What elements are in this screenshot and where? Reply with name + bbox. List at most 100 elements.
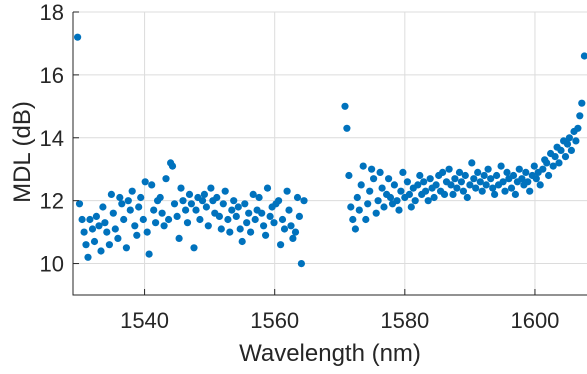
data-point: [564, 141, 571, 148]
data-point: [512, 191, 519, 198]
data-point: [258, 210, 265, 217]
data-point: [152, 219, 159, 226]
data-point: [81, 229, 88, 236]
data-point: [574, 125, 581, 132]
data-point: [103, 229, 110, 236]
data-point: [347, 203, 354, 210]
data-point: [285, 207, 292, 214]
data-point: [224, 216, 231, 223]
data-point: [176, 235, 183, 242]
data-point: [101, 219, 108, 226]
data-point: [446, 166, 453, 173]
data-point: [190, 244, 197, 251]
data-point: [267, 213, 274, 220]
data-point: [150, 207, 157, 214]
data-point: [222, 188, 229, 195]
data-point: [370, 175, 377, 182]
data-point: [237, 225, 244, 232]
data-point: [474, 169, 481, 176]
y-tick-label: 12: [40, 189, 64, 214]
data-point: [275, 197, 282, 204]
data-point: [343, 125, 350, 132]
data-point: [420, 178, 427, 185]
data-point: [362, 216, 369, 223]
y-axis-label: MDL (dB): [9, 101, 36, 203]
data-point: [433, 181, 440, 188]
data-point: [118, 200, 125, 207]
data-point: [137, 194, 144, 201]
data-point: [127, 207, 134, 214]
data-point: [460, 188, 467, 195]
data-point: [133, 232, 140, 239]
data-point: [125, 197, 132, 204]
data-point: [142, 178, 149, 185]
data-point: [449, 191, 456, 198]
data-point: [358, 181, 365, 188]
data-point: [354, 194, 361, 201]
data-point: [524, 178, 531, 185]
data-point: [106, 241, 113, 248]
data-point: [220, 200, 227, 207]
data-point: [159, 210, 166, 217]
data-point: [533, 175, 540, 182]
data-point: [287, 222, 294, 229]
data-point: [252, 216, 259, 223]
data-point: [292, 229, 299, 236]
data-point: [228, 207, 235, 214]
data-point: [458, 178, 465, 185]
data-point: [241, 200, 248, 207]
data-point: [169, 163, 176, 170]
data-point: [207, 185, 214, 192]
data-point: [375, 197, 382, 204]
data-point: [300, 197, 307, 204]
data-point: [537, 181, 544, 188]
data-point: [108, 191, 115, 198]
data-point: [116, 194, 123, 201]
data-point: [562, 153, 569, 160]
data-point: [391, 181, 398, 188]
data-point: [93, 213, 100, 220]
data-point: [110, 210, 117, 217]
data-point: [146, 251, 153, 258]
data-point: [233, 213, 240, 220]
data-point: [377, 169, 384, 176]
data-point: [201, 191, 208, 198]
data-point: [148, 181, 155, 188]
data-point: [341, 103, 348, 110]
data-point: [182, 207, 189, 214]
data-point: [226, 229, 233, 236]
data-point: [385, 175, 392, 182]
data-point: [84, 254, 91, 261]
data-point: [140, 216, 147, 223]
data-point: [345, 172, 352, 179]
data-point: [572, 137, 579, 144]
data-point: [97, 247, 104, 254]
data-point: [86, 216, 93, 223]
data-point: [531, 163, 538, 170]
data-point: [498, 163, 505, 170]
data-point: [144, 229, 151, 236]
data-point: [427, 175, 434, 182]
y-tick-label: 14: [40, 126, 64, 151]
data-point: [199, 197, 206, 204]
data-point: [245, 210, 252, 217]
data-point: [552, 153, 559, 160]
data-point: [216, 213, 223, 220]
data-point: [464, 194, 471, 201]
data-point: [493, 172, 500, 179]
data-point: [441, 191, 448, 198]
data-point: [366, 188, 373, 195]
data-point: [179, 197, 186, 204]
data-point: [270, 219, 277, 226]
data-point: [279, 216, 286, 223]
data-point: [205, 222, 212, 229]
data-point: [373, 210, 380, 217]
data-point: [543, 159, 550, 166]
data-point: [379, 185, 386, 192]
data-point: [576, 112, 583, 119]
data-point: [157, 194, 164, 201]
data-point: [510, 172, 517, 179]
data-point: [165, 216, 172, 223]
data-point: [256, 194, 263, 201]
